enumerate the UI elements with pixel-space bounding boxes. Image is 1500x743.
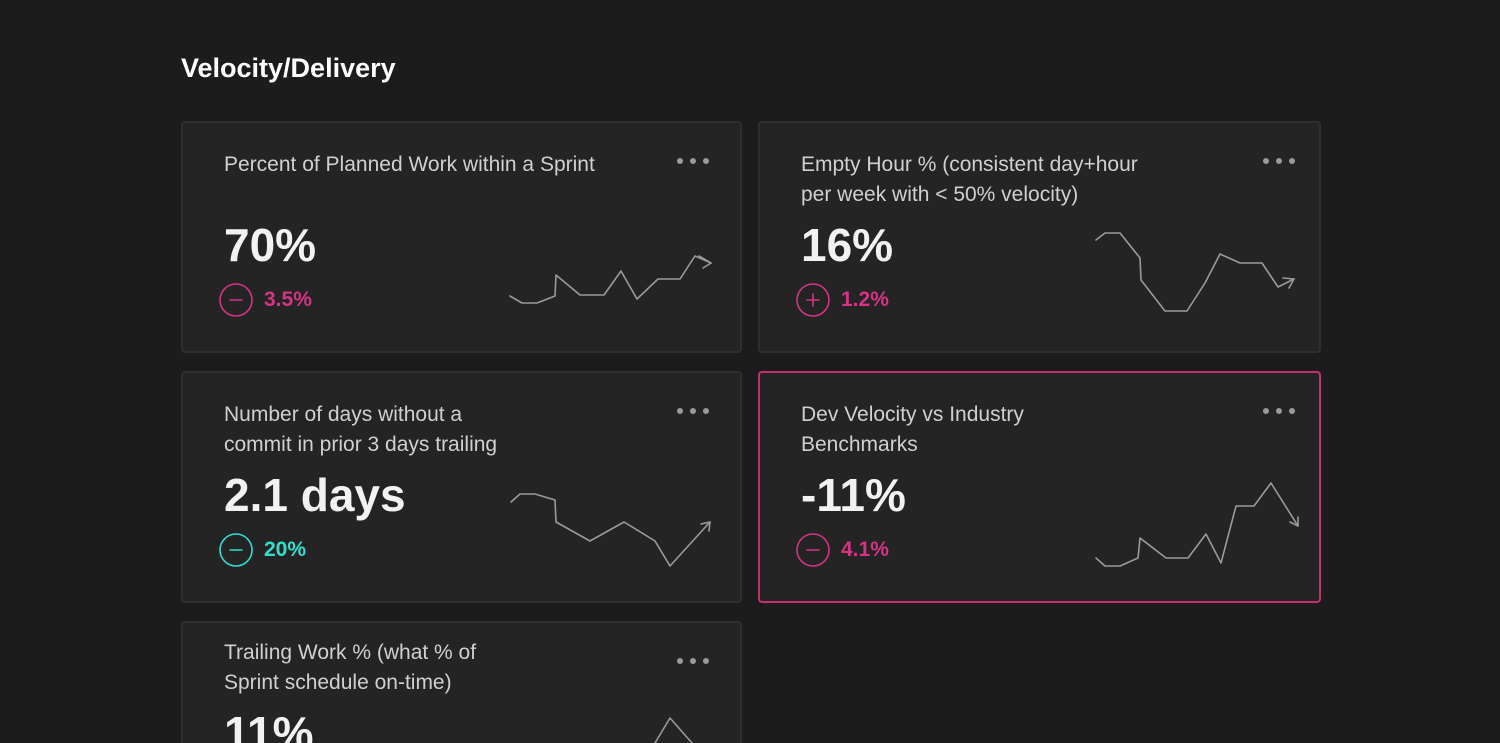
- menu-dot[interactable]: [703, 158, 709, 164]
- metric-value: -11%: [801, 469, 906, 521]
- menu-dot[interactable]: [690, 658, 696, 664]
- sparkline: [510, 493, 711, 567]
- metric-change: 20%: [264, 538, 307, 561]
- metric-value: 11%: [224, 707, 314, 743]
- menu-dot[interactable]: [1289, 158, 1295, 164]
- card-title: commit in prior 3 days trailing: [224, 433, 498, 456]
- menu-dot[interactable]: [1289, 408, 1295, 414]
- menu-dot[interactable]: [1276, 408, 1282, 414]
- menu-dot[interactable]: [1263, 408, 1269, 414]
- metric-value: 2.1 days: [224, 469, 406, 521]
- card-title: Trailing Work % (what % of: [224, 641, 477, 664]
- menu-dot[interactable]: [1263, 158, 1269, 164]
- menu-dot[interactable]: [690, 158, 696, 164]
- change-icon: [219, 283, 253, 317]
- menu-dot[interactable]: [677, 408, 683, 414]
- card-title: Empty Hour % (consistent day+hour: [801, 153, 1138, 176]
- sparkline-arrow: [1289, 516, 1299, 527]
- card-title: Number of days without a: [224, 403, 463, 426]
- card-title: Percent of Planned Work within a Sprint: [224, 153, 595, 176]
- metric-value: 70%: [224, 219, 317, 271]
- sparkline-arrow: [1282, 277, 1295, 289]
- metric-card: Empty Hour % (consistent day+hour per wee…: [758, 121, 1321, 353]
- sparkline: [1095, 232, 1295, 312]
- menu-dot[interactable]: [677, 158, 683, 164]
- metric-change: 4.1%: [841, 538, 889, 561]
- change-icon: [796, 283, 830, 317]
- metric-change: 3.5%: [264, 288, 312, 311]
- change-icon: [796, 533, 830, 567]
- menu-dot[interactable]: [703, 658, 709, 664]
- sparkline: [509, 255, 712, 304]
- change-icon: [219, 533, 253, 567]
- card-title: Sprint schedule on-time): [224, 671, 452, 694]
- card-title: Dev Velocity vs Industry: [801, 403, 1024, 426]
- metric-card: Number of days without a commit in prior …: [181, 371, 742, 603]
- card-title: Benchmarks: [801, 433, 918, 456]
- sparkline-arrow: [698, 255, 712, 269]
- metric-value: 16%: [801, 219, 894, 271]
- metric-change: 1.2%: [841, 288, 889, 311]
- card-title: per week with < 50% velocity): [801, 183, 1079, 206]
- menu-dot[interactable]: [1276, 158, 1282, 164]
- menu-dot[interactable]: [690, 408, 696, 414]
- metric-card: Trailing Work % (what % of Sprint schedul…: [181, 621, 742, 743]
- metric-card: Percent of Planned Work within a Sprint 7…: [181, 121, 742, 353]
- metric-card: Dev Velocity vs Industry Benchmarks -11% 4.…: [758, 371, 1321, 603]
- sparkline: [654, 717, 693, 743]
- menu-dot[interactable]: [703, 408, 709, 414]
- sparkline: [1095, 482, 1299, 567]
- menu-dot[interactable]: [677, 658, 683, 664]
- sparkline-arrow: [700, 521, 711, 532]
- section-title: Velocity/Delivery: [181, 53, 396, 83]
